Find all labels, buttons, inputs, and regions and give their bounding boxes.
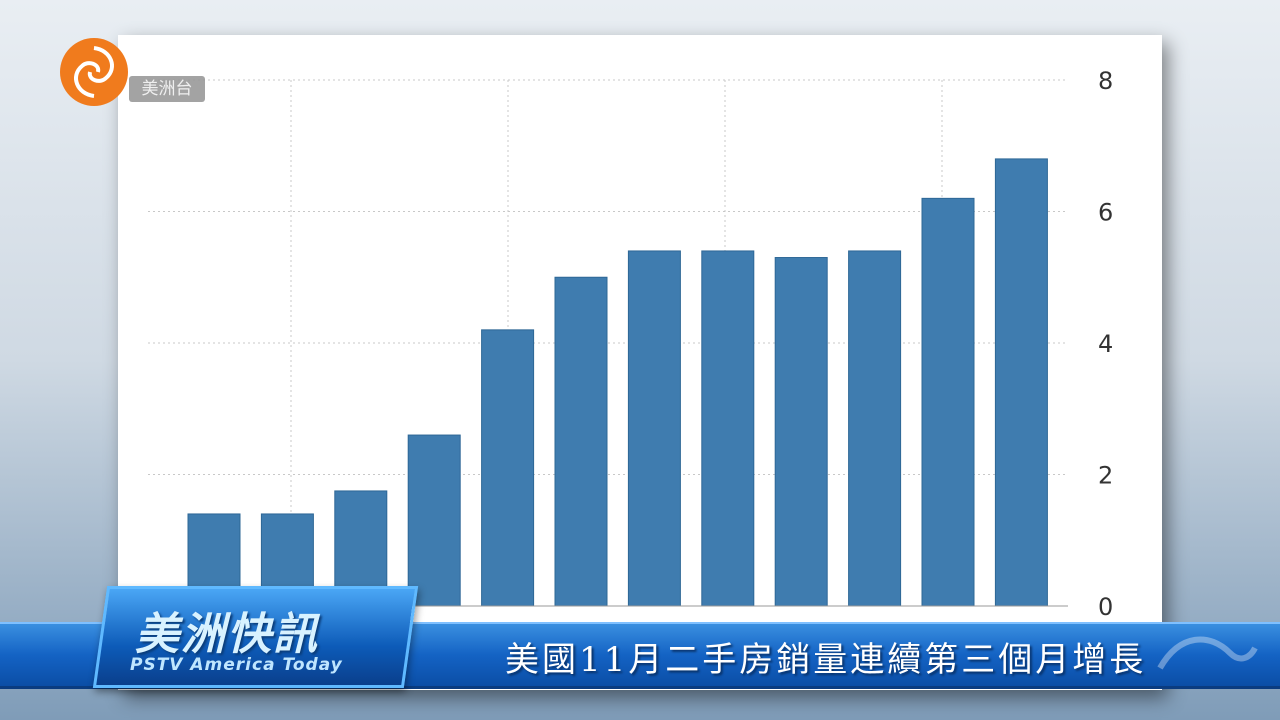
program-subtitle: PSTV America Today — [130, 655, 343, 675]
bar — [701, 250, 755, 607]
bar — [627, 250, 681, 607]
phoenix-logo-icon — [60, 38, 128, 106]
y-tick-label: 0 — [1098, 593, 1113, 621]
program-title: 美洲快訊 — [135, 609, 319, 660]
bar — [554, 276, 608, 607]
bar — [481, 329, 535, 607]
chart-panel: 0 2 4 6 8 — [118, 35, 1162, 690]
y-tick-label: 8 — [1098, 67, 1113, 95]
bar — [848, 250, 902, 607]
bar — [407, 434, 461, 607]
news-headline: 美國11月二手房銷量連續第三個月增長 — [505, 640, 1147, 680]
y-tick-label: 6 — [1098, 199, 1113, 227]
decorative-swirl-icon — [1157, 636, 1258, 670]
bar — [994, 158, 1048, 607]
y-tick-label: 4 — [1098, 330, 1113, 358]
bar — [774, 257, 828, 607]
channel-logo-text: 美洲台 — [129, 76, 205, 102]
bar — [921, 197, 975, 607]
y-tick-label: 2 — [1098, 462, 1113, 490]
